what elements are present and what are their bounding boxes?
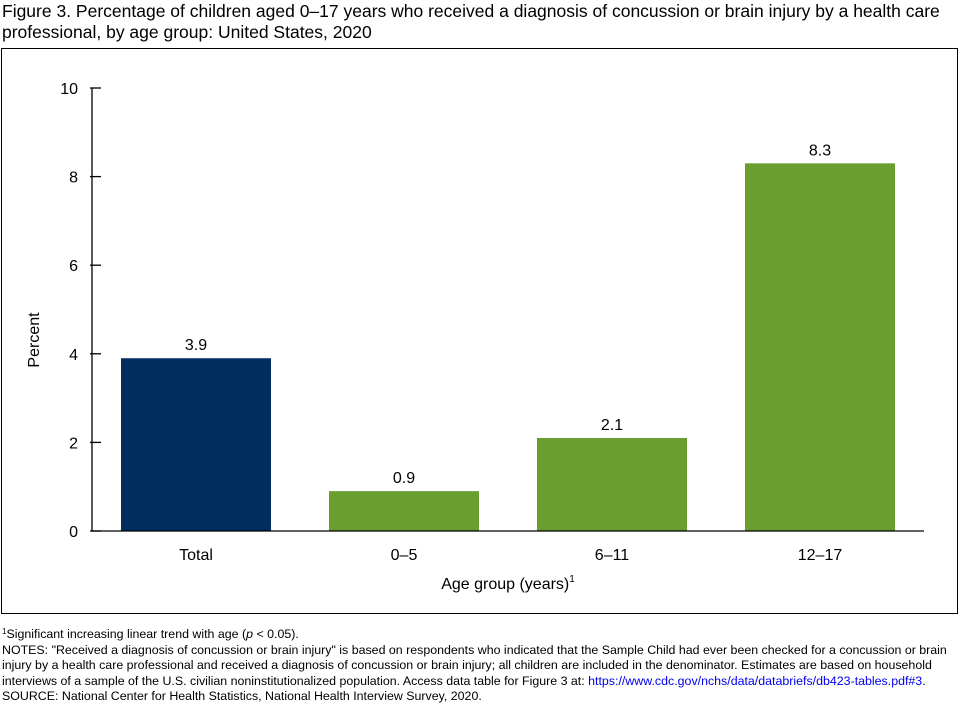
bar-1 — [329, 491, 479, 531]
y-tick-label: 10 — [60, 81, 78, 98]
x-tick-label: 0–5 — [391, 547, 418, 564]
p-value-symbol: p — [246, 627, 254, 641]
notes-text: NOTES: "Received a diagnosis of concussi… — [2, 643, 958, 690]
footnote-marker: 1 — [2, 627, 7, 636]
footnote-text: Significant increasing linear trend with… — [6, 627, 247, 641]
x-tick-label: 6–11 — [595, 547, 630, 564]
footnote-text-end: < 0.05). — [253, 627, 299, 641]
notes-body: NOTES: "Received a diagnosis of concussi… — [2, 642, 947, 688]
bars: 3.9 0.9 2.1 8.3 — [121, 142, 895, 531]
y-axis-label: Percent — [26, 312, 43, 368]
x-tick-label: 12–17 — [798, 547, 843, 564]
x-tick-label: Total — [179, 547, 213, 564]
figure-title: Figure 3. Percentage of children aged 0–… — [2, 1, 940, 42]
bar-value-label: 2.1 — [601, 417, 623, 434]
y-axis: 0 2 4 6 8 10 — [60, 81, 101, 541]
x-axis: Total 0–5 6–11 12–17 — [92, 530, 924, 564]
data-table-link[interactable]: https://www.cdc.gov/nchs/data/databriefs… — [588, 673, 923, 688]
y-tick-label: 2 — [69, 435, 78, 452]
chart-frame: 0 2 4 6 8 10 3.9 0.9 2.1 8.3 Total 0–5 6–11 12–17 P… — [1, 48, 958, 614]
x-axis-label: Age group (years)1 — [441, 574, 575, 593]
bar-3 — [745, 163, 895, 531]
bar-0 — [121, 358, 271, 531]
footnote-1: 1Significant increasing linear trend wit… — [2, 627, 958, 643]
y-tick-label: 0 — [69, 524, 78, 541]
bar-value-label: 0.9 — [393, 470, 415, 487]
link-suffix: . — [922, 673, 926, 688]
x-axis-label-superscript: 1 — [569, 574, 575, 585]
bar-chart: 0 2 4 6 8 10 3.9 0.9 2.1 8.3 Total 0–5 6–11 12–17 P… — [26, 81, 924, 593]
source-text: SOURCE: National Center for Health Stati… — [2, 689, 482, 703]
x-axis-label-text: Age group (years) — [441, 576, 569, 593]
y-tick-label: 4 — [69, 347, 78, 364]
bar-2 — [537, 437, 687, 531]
bar-value-label: 8.3 — [809, 142, 831, 159]
figure-notes: 1Significant increasing linear trend wit… — [2, 627, 958, 705]
y-tick-label: 8 — [69, 170, 78, 187]
bar-value-label: 3.9 — [185, 337, 207, 354]
y-tick-label: 6 — [69, 258, 78, 275]
